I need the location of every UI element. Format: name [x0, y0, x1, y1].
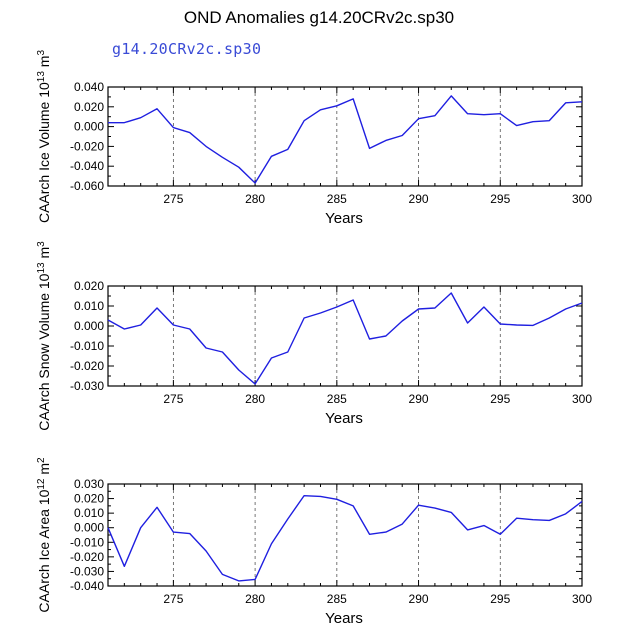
y-tick-label: -0.040	[70, 159, 104, 173]
x-tick-label: 290	[409, 392, 429, 406]
y-axis-title-text: CAArch Snow Volume 10	[36, 273, 52, 430]
y-axis-title-superscript: 13	[36, 262, 47, 274]
plot-frame	[107, 285, 583, 387]
x-tick-label: 295	[490, 192, 510, 206]
y-tick-label: 0.020	[74, 492, 104, 506]
run-label: g14.20CRv2c.sp30	[112, 40, 262, 58]
x-axis-title: Years	[325, 610, 363, 627]
y-tick-label: 0.010	[74, 506, 104, 520]
y-tick-label: -0.010	[70, 535, 104, 549]
y-axis-title-superscript: 13	[36, 71, 47, 83]
x-tick-label: 280	[245, 592, 265, 606]
x-tick-label: 275	[163, 192, 183, 206]
y-axis-title: CAArch Ice Volume 1013 m3	[36, 50, 53, 224]
y-tick-label: -0.020	[70, 139, 104, 153]
x-tick-label: 285	[327, 392, 347, 406]
x-tick-label: 280	[245, 392, 265, 406]
y-axis-title-text: CAArch Ice Volume 10	[36, 82, 52, 223]
y-tick-label: 0.020	[74, 100, 104, 114]
y-axis-title-superscript: 3	[36, 50, 47, 56]
series-line	[107, 494, 583, 582]
x-tick-label: 280	[245, 192, 265, 206]
y-tick-label: -0.030	[70, 379, 104, 393]
y-tick-label: -0.020	[70, 550, 104, 564]
y-tick-label: 0.000	[74, 521, 104, 535]
y-tick-label: 0.040	[74, 80, 104, 94]
y-tick-label: 0.000	[74, 120, 104, 134]
x-tick-label: 285	[327, 592, 347, 606]
y-axis-title-text: m	[36, 56, 52, 72]
x-tick-label: 290	[409, 192, 429, 206]
x-tick-label: 300	[572, 192, 592, 206]
y-tick-label: 0.020	[74, 279, 104, 293]
x-tick-label: 275	[163, 392, 183, 406]
x-tick-label: 295	[490, 592, 510, 606]
y-tick-label: -0.040	[70, 579, 104, 593]
y-axis-title: CAArch Ice Area 1012 m2	[36, 457, 53, 613]
y-tick-label: 0.030	[74, 477, 104, 491]
chart-panel-3: 0.0300.0200.0100.000-0.010-0.020-0.030-0…	[36, 457, 593, 627]
x-tick-label: 290	[409, 592, 429, 606]
y-axis-title-superscript: 2	[36, 457, 47, 463]
x-tick-label: 275	[163, 592, 183, 606]
y-tick-label: -0.010	[70, 339, 104, 353]
x-tick-label: 300	[572, 592, 592, 606]
x-axis-title: Years	[325, 210, 363, 227]
y-axis-title-superscript: 3	[36, 241, 47, 247]
chart-panel-1: 0.040 0.020 0.000 -0.020 -0.040 -0.060 275 280 2…	[36, 50, 593, 227]
x-tick-label: 300	[572, 392, 592, 406]
series-line	[107, 292, 583, 385]
x-axis-title: Years	[325, 410, 363, 427]
y-tick-label: -0.060	[70, 179, 104, 193]
y-tick-label: 0.010	[74, 299, 104, 313]
x-tick-label: 295	[490, 392, 510, 406]
y-tick-label: -0.020	[70, 359, 104, 373]
y-axis-title: CAArch Snow Volume 1013 m3	[36, 241, 53, 431]
series-line	[108, 95, 583, 184]
y-axis-title-text: CAArch Ice Area 10	[36, 489, 52, 612]
y-tick-label: -0.030	[70, 564, 104, 578]
figure-title: OND Anomalies g14.20CRv2c.sp30	[183, 8, 455, 27]
y-axis-title-superscript: 12	[36, 478, 47, 490]
y-axis-title-text: m	[36, 247, 52, 263]
plot-frame	[107, 483, 583, 587]
chart-panel-2: 0.020 0.010 0.000 -0.010 -0.020 -0.030 275 280 2…	[36, 241, 593, 431]
y-axis-title-text: m	[36, 463, 52, 479]
y-tick-label: 0.000	[74, 319, 104, 333]
x-tick-label: 285	[327, 192, 347, 206]
